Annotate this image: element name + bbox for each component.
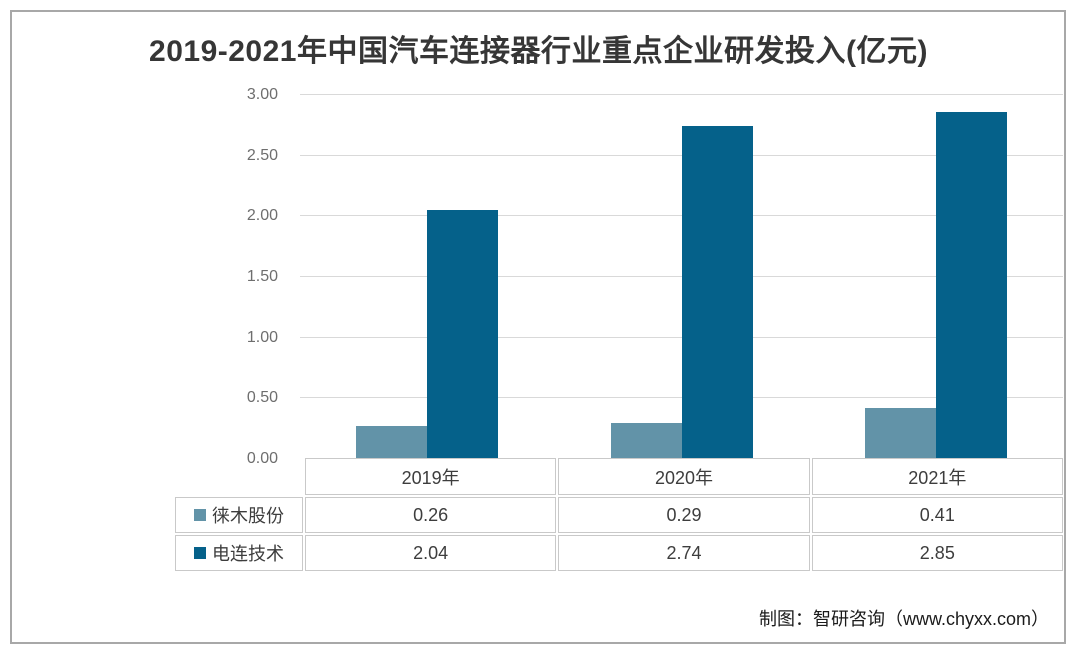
chart-title: 2019-2021年中国汽车连接器行业重点企业研发投入(亿元) — [149, 35, 928, 68]
table-value: 2.85 — [811, 535, 1063, 571]
series-name: 电连技术 — [212, 544, 284, 564]
bar-series2-cat1 — [427, 210, 499, 458]
y-axis-tick-label: 2.50 — [246, 146, 278, 164]
bar-series2-cat3 — [935, 112, 1007, 458]
chart-frame-border — [10, 10, 1066, 644]
bar-series1-cat1 — [356, 426, 428, 458]
y-axis-tick-label: 1.00 — [246, 328, 278, 346]
y-axis-tick-label: 3.00 — [246, 86, 278, 103]
y-axis-tick-label: 1.50 — [246, 268, 278, 285]
series-name: 徕木股份 — [212, 506, 284, 526]
y-axis-tick-label: 2.00 — [246, 207, 278, 225]
table-value: 0.41 — [811, 497, 1063, 533]
table-corner-spacer — [175, 458, 303, 495]
data-table: 2019年 2020年 2021年 徕木股份 0.26 0.29 0.41 电连技术 2.04 2… — [175, 458, 1063, 571]
attribution-text: 制图：智研咨询（www.chyxx.com） — [758, 609, 1049, 629]
legend-swatch-icon — [194, 547, 206, 559]
table-value: 0.26 — [305, 497, 557, 533]
y-axis-tick-label: 0.00 — [246, 450, 278, 467]
y-axis-tick-label: 0.50 — [246, 389, 278, 407]
gridline — [300, 94, 1063, 95]
table-year-header: 2019年 — [305, 458, 557, 495]
table-year-header: 2021年 — [811, 458, 1063, 495]
table-series-label: 徕木股份 — [175, 497, 303, 533]
plot-area — [300, 94, 1063, 458]
table-year-header: 2020年 — [558, 458, 810, 495]
legend-swatch-icon — [194, 509, 206, 521]
table-value: 0.29 — [558, 497, 810, 533]
bar-series1-cat3 — [864, 408, 936, 458]
table-value: 2.74 — [558, 535, 810, 571]
bar-series1-cat2 — [610, 422, 682, 458]
table-series-label: 电连技术 — [175, 535, 303, 571]
bar-series2-cat2 — [681, 125, 753, 458]
table-value: 2.04 — [305, 535, 557, 571]
